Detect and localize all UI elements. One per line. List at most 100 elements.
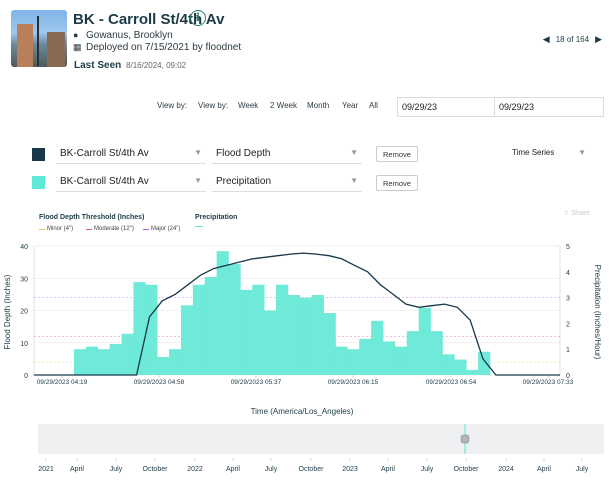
y2-tick-label: 5: [566, 244, 570, 251]
view-by-label-2: View by:: [198, 101, 229, 110]
timeline-tick-label: October: [454, 466, 480, 473]
timeline-tick-label: April: [381, 466, 395, 473]
legend-minor-label: Minor (4"): [47, 226, 74, 232]
precip-bar: [323, 313, 336, 375]
legend-moderate: Moderate (12"): [86, 226, 134, 232]
timeline-handle: [460, 434, 470, 444]
legend-major-label: Major (24"): [151, 226, 181, 232]
precip-bar: [169, 349, 182, 375]
chevron-down-icon: ▼: [194, 176, 202, 185]
y2-tick-label: 0: [566, 373, 570, 380]
pager-text: 18 of 164: [555, 35, 590, 44]
timeline-tick-label: July: [265, 466, 278, 473]
sensor-photo: [11, 10, 67, 67]
date-from-input[interactable]: 09/29/23: [397, 97, 507, 117]
precip-bar: [442, 354, 455, 375]
legend-major: Major (24"): [143, 226, 180, 232]
precip-bar: [371, 320, 384, 375]
display-mode-select[interactable]: Time Series ▼: [508, 144, 588, 164]
y2-tick-label: 4: [566, 270, 570, 277]
precip-bar: [240, 289, 253, 375]
share-button[interactable]: ⇧ Share: [563, 209, 590, 217]
metric-select-2[interactable]: Precipitation ▼: [212, 172, 362, 192]
range-2week[interactable]: 2 Week: [270, 101, 297, 110]
flood-depth-line: [34, 252, 560, 376]
threshold-legend-title: Flood Depth Threshold (Inches): [39, 214, 145, 221]
precip-bar: [383, 341, 396, 375]
display-mode-value: Time Series: [512, 148, 555, 157]
sensor-select-1-value: BK-Carroll St/4th Av: [60, 148, 149, 159]
precip-bar: [406, 331, 419, 375]
deployed-line: ▦ Deployed on 7/15/2021 by floodnet: [73, 42, 241, 53]
precip-bar: [418, 307, 431, 375]
x-tick-label: 09/29/2023 04:19: [37, 379, 88, 386]
y-tick-label: 0: [24, 373, 28, 380]
y2-axis-label: Precipitation (Inches/Hour): [593, 265, 602, 360]
range-week[interactable]: Week: [238, 101, 259, 110]
precip-bar: [109, 344, 122, 375]
y2-tick-label: 1: [566, 347, 570, 354]
precip-bar: [276, 284, 289, 375]
precip-bar: [252, 284, 265, 375]
remove-button-1[interactable]: Remove: [376, 146, 418, 162]
y-tick-label: 30: [20, 276, 28, 283]
next-arrow-icon[interactable]: ▶: [595, 34, 602, 44]
precip-bar: [311, 295, 324, 375]
calendar-icon: ▦: [73, 42, 82, 52]
y-axis-label: Flood Depth (Inches): [3, 274, 12, 349]
share-label: Share: [571, 210, 590, 217]
x-tick-label: 09/29/2023 05:37: [231, 379, 282, 386]
metric-select-1-value: Flood Depth: [216, 148, 271, 159]
series-swatch-flood: [32, 148, 45, 161]
precip-bar: [228, 264, 241, 375]
precip-bar: [85, 346, 99, 375]
timeline-tick-label: July: [421, 466, 434, 473]
timeline-tick-label: October: [143, 466, 169, 473]
precip-bar: [299, 297, 313, 375]
precip-bar: [454, 359, 467, 375]
legend-moderate-label: Moderate (12"): [94, 226, 134, 232]
timeline-tick-label: April: [226, 466, 240, 473]
x-tick-label: 09/29/2023 06:15: [328, 379, 379, 386]
precip-bar: [287, 295, 301, 375]
precip-bar: [478, 351, 491, 375]
precip-bar: [335, 346, 348, 375]
view-by-label: View by:: [157, 101, 188, 110]
x-axis-label: Time (America/Los_Angeles): [251, 407, 354, 416]
metric-select-1[interactable]: Flood Depth ▼: [212, 144, 362, 164]
timeline-tick-label: 2023: [342, 466, 358, 473]
x-tick-label: 09/29/2023 06:54: [426, 379, 477, 386]
range-month[interactable]: Month: [307, 101, 330, 110]
range-all[interactable]: All: [369, 101, 378, 110]
share-icon: ⇧: [563, 210, 570, 217]
chevron-down-icon: ▼: [194, 148, 202, 157]
last-seen-value: 8/16/2024, 09:02: [126, 61, 187, 70]
map-pin-icon: ●: [73, 30, 79, 40]
chevron-down-icon: ▼: [350, 176, 358, 185]
legend-precip: [195, 226, 203, 227]
timeline-tick-label: July: [576, 466, 589, 473]
sensor-header: BK - Carroll St/4th Av i ● Gowanus, Brook…: [0, 0, 614, 76]
chevron-down-icon: ▼: [350, 148, 358, 157]
last-seen: Last Seen 8/16/2024, 09:02: [74, 60, 186, 71]
legend-minor: Minor (4"): [39, 226, 73, 232]
x-tick-label: 09/29/2023 04:58: [134, 379, 185, 386]
series-swatch-precip: [32, 176, 45, 189]
timeline-tick-label: 2021: [38, 466, 54, 473]
location-line: ● Gowanus, Brooklyn: [73, 30, 173, 41]
remove-button-2[interactable]: Remove: [376, 175, 418, 191]
sensor-select-1[interactable]: BK-Carroll St/4th Av ▼: [56, 144, 206, 164]
prev-arrow-icon[interactable]: ◀: [542, 34, 550, 44]
precip-bar: [204, 276, 217, 375]
range-year[interactable]: Year: [342, 101, 359, 110]
info-icon[interactable]: i: [190, 10, 206, 26]
deployed-text: Deployed on 7/15/2021 by floodnet: [86, 42, 242, 53]
last-seen-label: Last Seen: [74, 60, 122, 71]
sensor-select-2[interactable]: BK-Carroll St/4th Av ▼: [56, 172, 206, 192]
timeline-tick-label: July: [110, 466, 123, 473]
precip-bar: [359, 338, 372, 375]
sensor-title: BK - Carroll St/4th Av: [73, 11, 225, 28]
date-to-input[interactable]: 09/29/23: [494, 97, 604, 117]
y-tick-label: 20: [20, 309, 28, 316]
timeline-tick-label: 2024: [498, 466, 514, 473]
